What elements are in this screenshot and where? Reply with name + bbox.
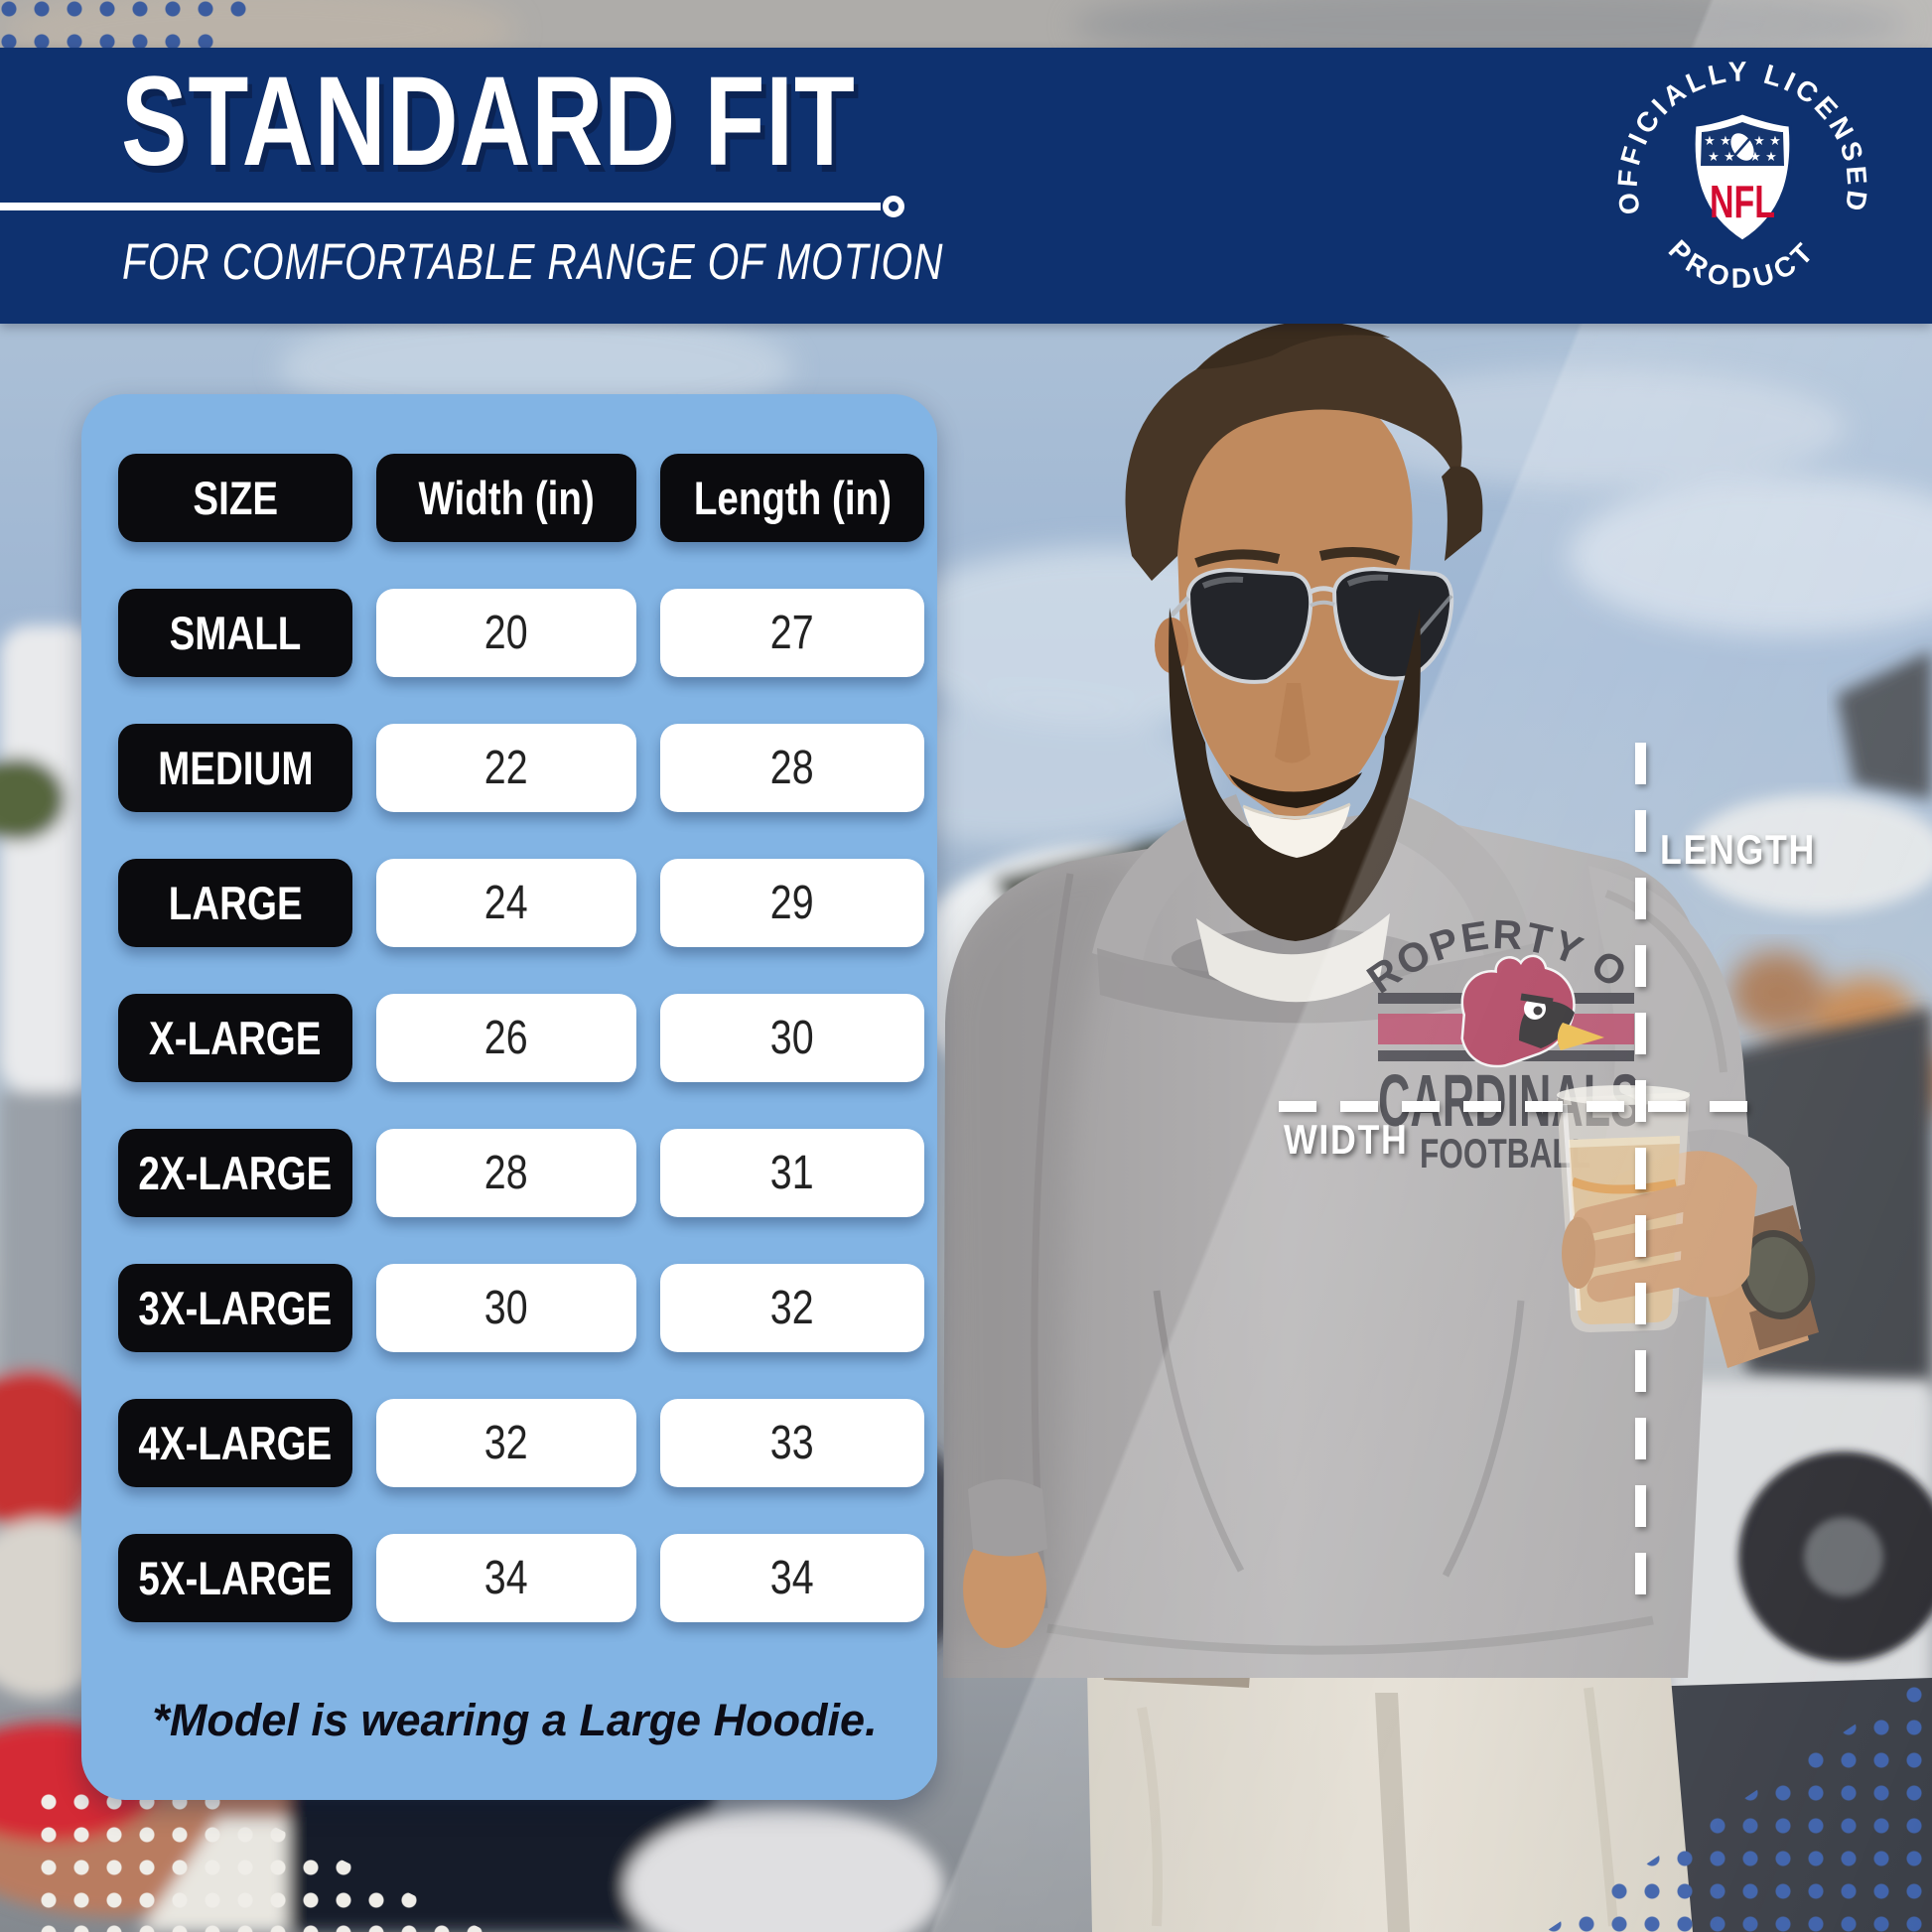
size-label-2x-large: 2X-LARGE (118, 1129, 352, 1217)
model-beard (1169, 608, 1421, 941)
length-value-3x-large: 32 (660, 1264, 924, 1352)
nfl-shield-icon: ★ ★ ★ ★ ★ ★ ★ ★ NFL (1692, 111, 1793, 243)
title-underline (0, 203, 881, 210)
column-header-length: Length (in) (660, 454, 924, 542)
model-hair (1125, 328, 1462, 581)
width-value-medium: 22 (376, 724, 636, 812)
width-value-5x-large: 34 (376, 1534, 636, 1622)
width-value-2x-large: 28 (376, 1129, 636, 1217)
length-value-4x-large: 33 (660, 1399, 924, 1487)
header-banner: STANDARD FIT FOR COMFORTABLE RANGE OF MO… (0, 48, 1932, 324)
width-value-x-large: 26 (376, 994, 636, 1082)
svg-text:★: ★ (1724, 149, 1735, 164)
length-value-2x-large: 31 (660, 1129, 924, 1217)
size-label-5x-large: 5X-LARGE (118, 1534, 352, 1622)
svg-text:★: ★ (1708, 149, 1720, 164)
length-dashed-line (1635, 743, 1646, 1604)
model-size-note: *Model is wearing a Large Hoodie. (152, 1695, 878, 1745)
width-value-large: 24 (376, 859, 636, 947)
size-label-small: SMALL (118, 589, 352, 677)
width-value-4x-large: 32 (376, 1399, 636, 1487)
width-value-small: 20 (376, 589, 636, 677)
svg-text:★: ★ (1765, 149, 1777, 164)
size-table: SIZE Width (in) Length (in) SMALL 20 27 … (118, 454, 924, 1622)
length-value-medium: 28 (660, 724, 924, 812)
nfl-licensed-badge: OFFICIALLY LICENSED PRODUCT ★ ★ ★ ★ ★ ★ ★ ★ … (1584, 34, 1901, 347)
size-label-4x-large: 4X-LARGE (118, 1399, 352, 1487)
hoodie-text-football: FOOTBALL (1420, 1130, 1590, 1176)
size-label-large: LARGE (118, 859, 352, 947)
size-label-3x-large: 3X-LARGE (118, 1264, 352, 1352)
length-value-large: 29 (660, 859, 924, 947)
width-dashed-line (1279, 1101, 1747, 1112)
cardinal-logo (1460, 954, 1604, 1068)
svg-text:★: ★ (1753, 133, 1765, 148)
model-smile (1243, 804, 1350, 858)
size-label-medium: MEDIUM (118, 724, 352, 812)
svg-text:★: ★ (1704, 133, 1716, 148)
tee-collar (1196, 913, 1390, 1003)
column-header-width: Width (in) (376, 454, 636, 542)
width-value-3x-large: 30 (376, 1264, 636, 1352)
column-header-size: SIZE (118, 454, 352, 542)
size-table-panel: SIZE Width (in) Length (in) SMALL 20 27 … (81, 394, 937, 1800)
length-value-x-large: 30 (660, 994, 924, 1082)
page-subtitle: FOR COMFORTABLE RANGE OF MOTION (122, 233, 944, 290)
length-label: LENGTH (1660, 826, 1816, 873)
sunglasses (1170, 566, 1454, 684)
svg-text:★: ★ (1749, 149, 1761, 164)
length-value-5x-large: 34 (660, 1534, 924, 1622)
nfl-shield-label: NFL (1710, 176, 1775, 227)
length-value-small: 27 (660, 589, 924, 677)
title-underline-ring (883, 196, 904, 217)
svg-text:★: ★ (1720, 133, 1731, 148)
size-label-x-large: X-LARGE (118, 994, 352, 1082)
model-left-hand (963, 1529, 1046, 1648)
width-label: WIDTH (1284, 1116, 1409, 1163)
svg-text:★: ★ (1769, 133, 1781, 148)
model-thumb (1562, 1217, 1595, 1289)
watch (1738, 1230, 1816, 1319)
page-title: STANDARD FIT (121, 51, 856, 193)
